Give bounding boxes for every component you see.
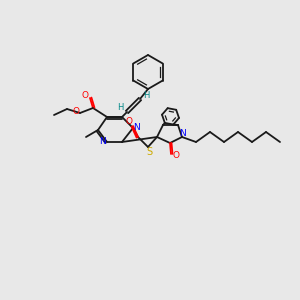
Text: O: O — [82, 91, 88, 100]
Text: O: O — [73, 106, 80, 116]
Text: O: O — [172, 151, 179, 160]
Text: N: N — [134, 124, 140, 133]
Text: H: H — [143, 91, 149, 100]
Text: N: N — [100, 137, 106, 146]
Text: N: N — [180, 128, 186, 137]
Text: S: S — [146, 147, 152, 157]
Text: O: O — [125, 118, 133, 127]
Text: H: H — [117, 103, 123, 112]
